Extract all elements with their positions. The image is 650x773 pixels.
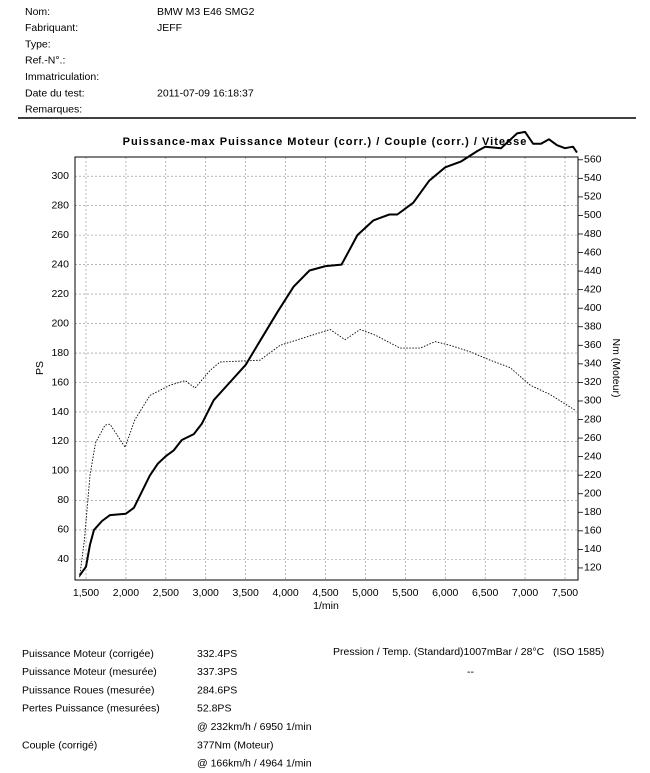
y2-axis-label: Nm (Moteur) <box>610 339 622 398</box>
x-tick-label: 2,500 <box>153 587 179 599</box>
y2-tick-label: 300 <box>584 395 602 407</box>
result-value: 284.6PS <box>197 684 237 696</box>
conditions: Pression / Temp. (Standard)1007mBar / 28… <box>333 646 604 658</box>
y-tick-label: 120 <box>51 435 69 447</box>
y-tick-label: 140 <box>51 406 69 418</box>
x-tick-label: 1,500 <box>73 587 99 599</box>
y2-tick-label: 340 <box>584 358 602 370</box>
y2-tick-label: 220 <box>584 469 602 481</box>
y2-tick-label: 260 <box>584 432 602 444</box>
x-tick-label: 4,000 <box>272 587 298 599</box>
y-tick-label: 80 <box>57 494 69 506</box>
y-axis-label: PS <box>34 361 46 375</box>
y2-tick-label: 480 <box>584 228 602 240</box>
y2-tick-label: 320 <box>584 376 602 388</box>
result-label: Puissance Moteur (corrigée) <box>22 648 154 660</box>
field-label: Ref.-N°.: <box>25 55 65 67</box>
y2-tick-label: 440 <box>584 265 602 277</box>
y-tick-label: 260 <box>51 229 69 241</box>
x-tick-label: 2,000 <box>113 587 139 599</box>
result-label: Puissance Roues (mesurée) <box>22 684 154 696</box>
x-axis-label: 1/min <box>313 600 339 612</box>
y2-tick-label: 280 <box>584 413 602 425</box>
y-tick-label: 40 <box>57 553 69 565</box>
y2-tick-label: 520 <box>584 191 602 203</box>
chart-title: Puissance-max Puissance Moteur (corr.) /… <box>123 136 528 148</box>
plot-frame <box>74 156 579 581</box>
field-label: Fabriquant: <box>25 22 78 34</box>
field-label: Immatriculation: <box>25 71 99 83</box>
series-line <box>78 130 578 577</box>
x-tick-label: 3,000 <box>193 587 219 599</box>
x-tick-label: 7,500 <box>552 587 578 599</box>
y-tick-label: 180 <box>51 347 69 359</box>
x-tick-label: 4,500 <box>312 587 338 599</box>
field-label: Nom: <box>25 6 50 18</box>
series-line <box>79 329 576 578</box>
result-value: 52.8PS <box>197 703 231 715</box>
y2-tick-label: 460 <box>584 246 602 258</box>
y2-tick-label: 380 <box>584 321 602 333</box>
y2-tick-label: 160 <box>584 525 602 537</box>
result-value: 377Nm (Moteur) <box>197 739 273 751</box>
y2-tick-label: 140 <box>584 543 602 555</box>
y-tick-label: 200 <box>51 317 69 329</box>
y2-tick-label: 200 <box>584 488 602 500</box>
y2-tick-label: 420 <box>584 283 602 295</box>
y-tick-label: 300 <box>51 170 69 182</box>
y-tick-label: 160 <box>51 376 69 388</box>
x-tick-label: 3,500 <box>233 587 259 599</box>
y2-tick-label: 120 <box>584 562 602 574</box>
field-value: 2011-07-09 16:18:37 <box>157 87 254 99</box>
field-label: Type: <box>25 38 51 50</box>
x-tick-label: 6,000 <box>432 587 458 599</box>
field-label: Remarques: <box>25 104 82 116</box>
y2-tick-label: 540 <box>584 172 602 184</box>
result-value: 332.4PS <box>197 648 237 660</box>
y-tick-label: 280 <box>51 199 69 211</box>
result-value: 337.3PS <box>197 666 237 678</box>
result-label: Couple (corrigé) <box>22 739 97 751</box>
field-label: Date du test: <box>25 87 85 99</box>
y2-tick-label: 180 <box>584 506 602 518</box>
conditions-note: -- <box>467 666 474 678</box>
y2-tick-label: 560 <box>584 154 602 166</box>
x-tick-label: 7,000 <box>512 587 538 599</box>
y-tick-label: 220 <box>51 288 69 300</box>
y2-tick-label: 400 <box>584 302 602 314</box>
x-tick-label: 6,500 <box>472 587 498 599</box>
field-value: JEFF <box>157 22 182 34</box>
result-label: Puissance Moteur (mesurée) <box>22 666 157 678</box>
x-tick-label: 5,000 <box>352 587 378 599</box>
y-tick-label: 240 <box>51 258 69 270</box>
y-tick-label: 100 <box>51 465 69 477</box>
field-value: BMW M3 E46 SMG2 <box>157 6 255 18</box>
result-value: @ 166km/h / 4964 1/min <box>197 758 312 770</box>
y2-tick-label: 500 <box>584 209 602 221</box>
result-value: @ 232km/h / 6950 1/min <box>197 721 312 733</box>
result-label: Pertes Puissance (mesurées) <box>22 703 160 715</box>
x-tick-label: 5,500 <box>392 587 418 599</box>
y2-tick-label: 240 <box>584 450 602 462</box>
y-tick-label: 60 <box>57 524 69 536</box>
y2-tick-label: 360 <box>584 339 602 351</box>
